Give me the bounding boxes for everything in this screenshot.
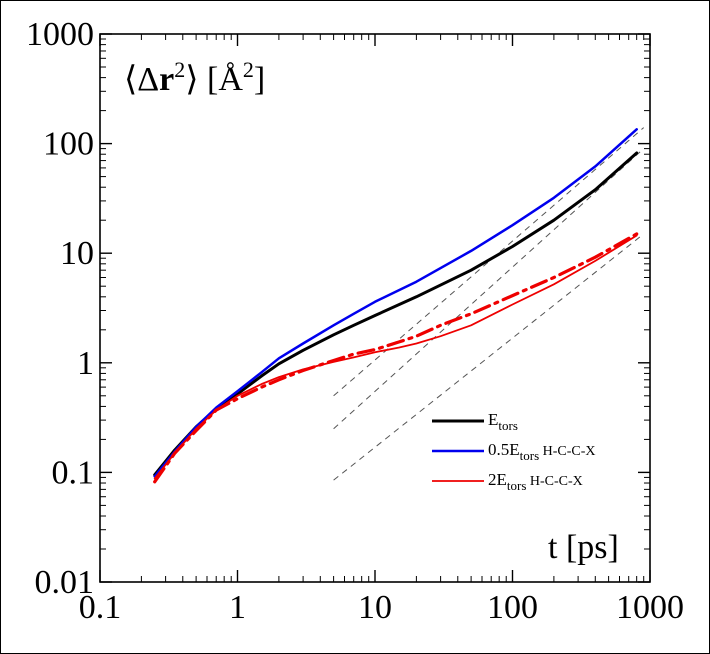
axis-ticks [99,33,651,583]
series-line-1 [153,151,639,477]
x-tick-label: 0.1 [79,589,122,626]
legend: Etors 0.5Etors H-C-C-X 2Etors H-C-C-X [432,410,596,493]
y-tick-label: 0.01 [35,564,95,601]
series-line-4 [153,232,639,484]
x-tick-label: 100 [487,589,538,626]
legend-label-2: 0.5Etors H-C-C-X [488,440,596,463]
plot-area-border [99,33,651,583]
y-tick-label: 1 [77,345,94,382]
y-tick-label: 10 [60,235,94,272]
x-tick-label: 1 [229,589,246,626]
reference-line-2 [333,148,645,430]
y-axis-title: ⟨Δr2⟩ [Å2] [124,57,265,98]
y-tick-label: 0.1 [52,454,95,491]
x-axis-title: t [ps] [548,529,619,566]
y-tick-label: 1000 [26,16,94,53]
series-line-2 [153,128,638,478]
x-tick-label: 10 [358,589,392,626]
x-tick-label: 1000 [616,589,684,626]
y-tick-label: 100 [43,126,94,163]
legend-label-3: 2Etors H-C-C-X [488,470,583,493]
series-lines [153,128,639,484]
legend-label-1: Etors [488,410,518,433]
